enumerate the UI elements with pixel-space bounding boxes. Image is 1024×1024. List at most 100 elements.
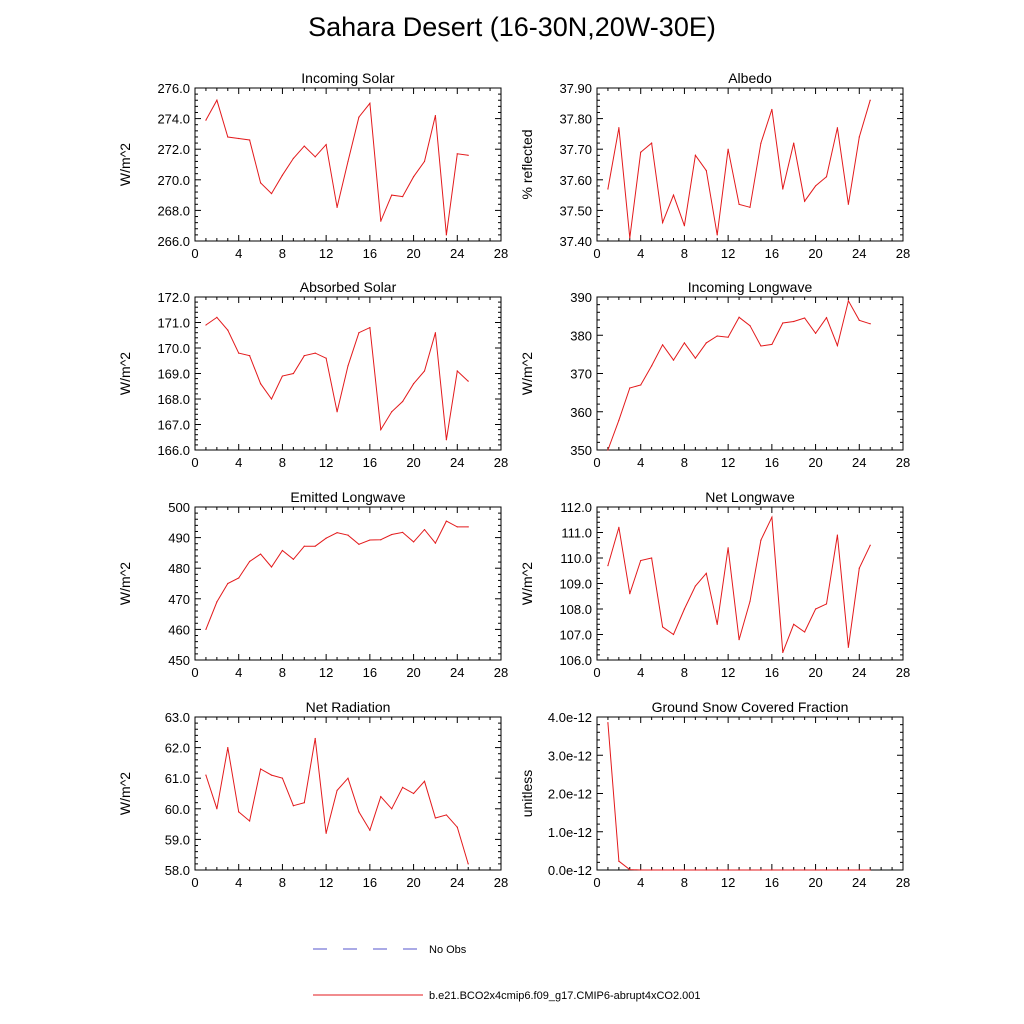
- data-point: [825, 603, 828, 605]
- data-point: [336, 532, 338, 534]
- y-tick-label: 110.0: [560, 551, 592, 566]
- data-point: [467, 863, 469, 865]
- data-point: [672, 194, 675, 196]
- data-point: [705, 869, 707, 871]
- y-tick-label: 500: [168, 500, 190, 515]
- x-tick-label: 24: [852, 246, 866, 261]
- data-point: [423, 370, 426, 372]
- data-point: [369, 829, 371, 831]
- data-point: [607, 188, 609, 190]
- chart-panel: Emitted Longwave W/m^2 0 4 8 12 16 20 24 28 500 490…: [117, 489, 508, 680]
- data-point: [793, 320, 795, 323]
- plot-frame: [194, 296, 502, 451]
- data-point: [771, 516, 773, 518]
- series-line: [607, 100, 871, 238]
- x-tick-label: 20: [808, 246, 822, 261]
- data-point: [270, 398, 273, 400]
- chart-panel: Ground Snow Covered Fraction unitless 0 4 8 1…: [519, 699, 910, 890]
- data-point: [782, 869, 784, 871]
- data-point: [303, 355, 305, 357]
- data-point: [412, 792, 415, 795]
- data-point: [205, 628, 207, 631]
- data-point: [749, 869, 751, 871]
- data-point: [412, 383, 415, 385]
- series-line: [607, 722, 871, 871]
- data-point: [281, 375, 284, 377]
- x-tick-label: 4: [235, 455, 242, 470]
- data-point: [651, 142, 653, 144]
- chart-title: Albedo: [728, 70, 772, 86]
- plot-frame: [194, 716, 502, 871]
- data-point: [456, 370, 458, 372]
- x-tick-label: 12: [721, 665, 735, 680]
- data-point: [467, 526, 469, 528]
- y-tick-label: 37.60: [559, 173, 592, 188]
- chart-title: Absorbed Solar: [300, 279, 397, 295]
- y-tick-label: 112.0: [560, 500, 592, 515]
- data-point: [216, 808, 218, 810]
- x-tick-label: 24: [450, 246, 464, 261]
- y-axis-label: W/m^2: [117, 352, 133, 395]
- data-point: [216, 601, 218, 603]
- x-tick-label: 16: [363, 665, 377, 680]
- y-tick-label: 172.0: [157, 290, 190, 305]
- data-point: [607, 722, 609, 724]
- x-tick-label: 20: [406, 665, 420, 680]
- data-point: [205, 119, 207, 121]
- data-point: [804, 869, 806, 871]
- data-point: [216, 316, 218, 318]
- data-point: [402, 196, 404, 198]
- y-tick-label: 272.0: [157, 142, 190, 157]
- data-point: [782, 322, 784, 324]
- data-point: [836, 344, 839, 347]
- data-point: [358, 811, 360, 813]
- y-tick-label: 63.0: [165, 710, 190, 725]
- data-point: [793, 142, 795, 144]
- data-point: [456, 153, 458, 155]
- x-tick-label: 0: [191, 665, 198, 680]
- y-tick-label: 470: [168, 592, 190, 607]
- y-tick-label: 109.0: [559, 577, 592, 592]
- x-tick-label: 8: [279, 875, 286, 890]
- data-point: [423, 780, 426, 782]
- data-point: [467, 154, 469, 156]
- data-point: [618, 127, 620, 129]
- data-point: [738, 639, 740, 641]
- data-point: [661, 626, 664, 628]
- y-tick-label: 480: [168, 561, 190, 576]
- x-tick-label: 20: [406, 455, 420, 470]
- data-point: [391, 533, 393, 536]
- data-point: [672, 359, 675, 361]
- y-tick-label: 60.0: [165, 802, 190, 817]
- data-point: [651, 365, 653, 367]
- data-point: [423, 160, 426, 163]
- data-point: [694, 154, 696, 156]
- y-tick-label: 62.0: [165, 741, 190, 756]
- data-point: [727, 148, 729, 150]
- data-point: [858, 319, 860, 321]
- data-point: [281, 174, 284, 176]
- data-point: [760, 142, 762, 144]
- data-point: [716, 869, 718, 871]
- data-point: [270, 566, 273, 568]
- data-point: [618, 860, 620, 862]
- data-point: [336, 206, 338, 208]
- data-point: [369, 102, 371, 104]
- x-tick-label: 4: [637, 665, 644, 680]
- x-tick-label: 28: [494, 875, 508, 890]
- series-line: [607, 299, 871, 451]
- data-point: [705, 170, 707, 172]
- chart-panel: Incoming Longwave W/m^2 0 4 8 12 16 20 24 28 390 38…: [519, 279, 910, 470]
- data-point: [705, 342, 707, 344]
- data-point: [205, 324, 207, 326]
- data-point: [672, 633, 675, 636]
- x-tick-label: 4: [235, 246, 242, 261]
- data-point: [434, 114, 437, 117]
- x-tick-label: 20: [808, 455, 822, 470]
- data-point: [814, 608, 817, 610]
- data-point: [727, 336, 729, 338]
- data-point: [618, 526, 620, 529]
- y-tick-label: 450: [168, 653, 190, 668]
- data-point: [825, 869, 828, 871]
